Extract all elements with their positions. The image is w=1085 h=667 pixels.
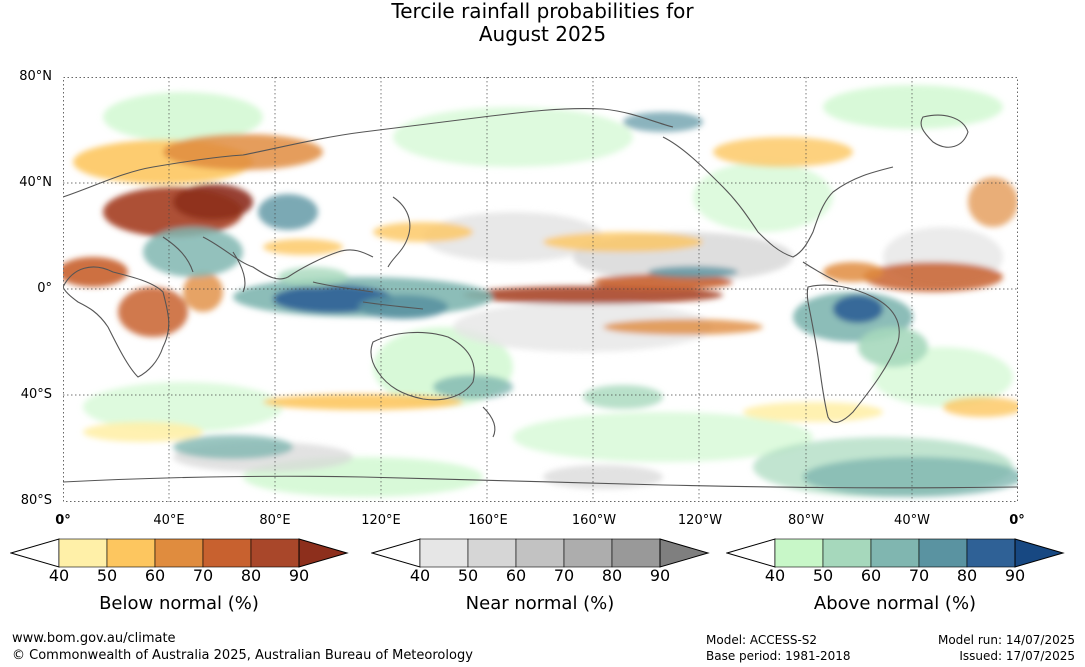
lon-label-160e: 160°E (468, 513, 508, 528)
lat-label-40s: 40°S (20, 387, 52, 402)
footer-website: www.bom.gov.au/climate (12, 631, 176, 646)
lon-label-40w: 40°W (894, 513, 930, 528)
colorbar-above-swatch-5 (966, 538, 1016, 568)
colorbar-below-swatch-3 (154, 538, 204, 568)
colorbar-near-tick-70: 70 (553, 566, 575, 585)
title-line-1: Tercile rainfall probabilities for (391, 0, 694, 23)
colorbar-below-high-arrow (298, 538, 349, 568)
lon-label-0-left: 0° (55, 513, 71, 528)
colorbar-above-swatch-1 (774, 538, 824, 568)
colorbar-below-label: Below normal (%) (99, 593, 259, 614)
graticule (63, 77, 1018, 502)
colorbar-above-swatch-2 (822, 538, 872, 568)
footer-model: Model: ACCESS-S2 (706, 633, 818, 647)
map-border (63, 77, 1018, 502)
colorbar-below-normal (10, 538, 349, 568)
footer-copyright: © Commonwealth of Australia 2025, Austra… (12, 648, 473, 663)
colorbar-below-tick-50: 50 (96, 566, 118, 585)
colorbar-near-low-arrow (371, 538, 421, 568)
chart-title: Tercile rainfall probabilities for Augus… (0, 0, 1085, 46)
lon-label-40e: 40°E (153, 513, 185, 528)
colorbar-below-swatch-1 (58, 538, 108, 568)
colorbar-above-swatch-3 (870, 538, 920, 568)
colorbar-near-label: Near normal (%) (465, 593, 615, 614)
colorbar-below-tick-60: 60 (144, 566, 166, 585)
rainfall-probability-map (63, 77, 1018, 502)
colorbar-above-normal (726, 538, 1065, 568)
colorbar-below-swatch-2 (106, 538, 156, 568)
colorbar-below-tick-90: 90 (288, 566, 310, 585)
lon-label-160w: 160°W (571, 513, 617, 528)
colorbar-near-swatch-4 (563, 538, 613, 568)
footer-base-period: Base period: 1981-2018 (706, 649, 851, 663)
colorbar-near-tick-90: 90 (649, 566, 671, 585)
colorbar-below-swatch-5 (250, 538, 300, 568)
lon-label-80w: 80°W (788, 513, 824, 528)
footer-issued: Issued: 17/07/2025 (959, 649, 1075, 663)
lon-label-0-right: 0° (1009, 513, 1025, 528)
lon-label-80e: 80°E (259, 513, 291, 528)
colorbar-near-tick-60: 60 (505, 566, 527, 585)
colorbar-above-tick-90: 90 (1004, 566, 1026, 585)
title-line-2: August 2025 (478, 22, 607, 46)
colorbar-near-swatch-3 (515, 538, 565, 568)
colorbar-above-tick-50: 50 (812, 566, 834, 585)
colorbar-below-low-arrow (10, 538, 60, 568)
colorbar-near-swatch-5 (611, 538, 661, 568)
lat-label-40n: 40°N (19, 175, 52, 190)
colorbar-above-swatch-4 (918, 538, 968, 568)
probability-shading (63, 85, 1018, 497)
colorbar-above-high-arrow (1014, 538, 1065, 568)
colorbar-near-tick-80: 80 (601, 566, 623, 585)
footer-model-run: Model run: 14/07/2025 (937, 633, 1075, 647)
lat-label-0: 0° (37, 281, 52, 296)
colorbar-below-swatch-4 (202, 538, 252, 568)
colorbar-above-tick-60: 60 (860, 566, 882, 585)
colorbar-near-tick-40: 40 (409, 566, 431, 585)
colorbar-below-tick-80: 80 (240, 566, 262, 585)
colorbar-above-label: Above normal (%) (813, 593, 977, 614)
colorbar-below-tick-40: 40 (48, 566, 70, 585)
coastlines (63, 108, 1018, 489)
colorbar-above-tick-40: 40 (764, 566, 786, 585)
colorbar-above-tick-80: 80 (956, 566, 978, 585)
colorbar-near-swatch-1 (419, 538, 469, 568)
colorbar-near-tick-50: 50 (457, 566, 479, 585)
lon-label-120w: 120°W (677, 513, 723, 528)
colorbar-below-tick-70: 70 (192, 566, 214, 585)
lat-label-80s: 80°S (20, 493, 52, 508)
lon-label-120e: 120°E (361, 513, 401, 528)
lat-label-80n: 80°N (19, 69, 52, 84)
colorbar-near-swatch-2 (467, 538, 517, 568)
colorbar-near-high-arrow (659, 538, 710, 568)
colorbar-above-low-arrow (726, 538, 776, 568)
colorbar-above-tick-70: 70 (908, 566, 930, 585)
colorbar-near-normal (371, 538, 710, 568)
